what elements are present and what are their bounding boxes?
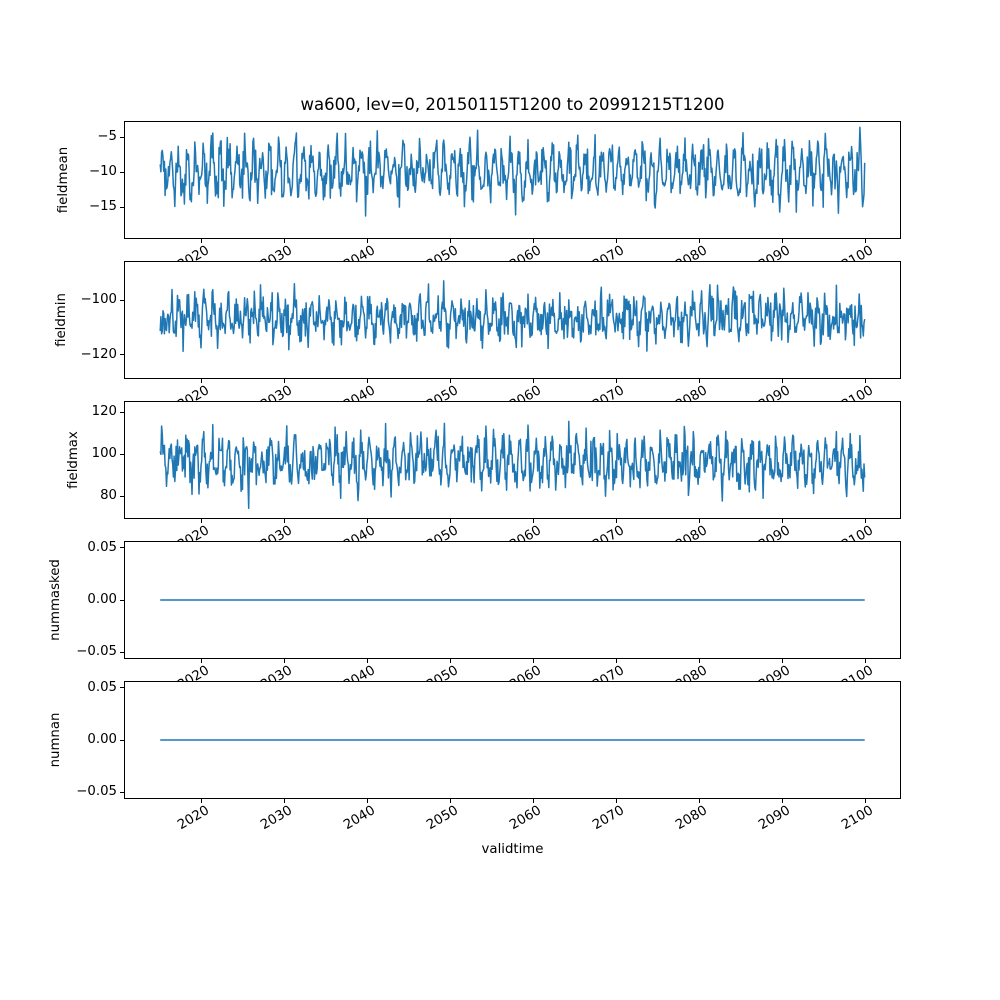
x-tick-label: 2040 — [341, 803, 379, 834]
x-tick-mark — [449, 659, 451, 663]
y-tick-mark — [120, 354, 124, 356]
x-tick-mark — [864, 239, 866, 243]
x-tick-mark — [615, 239, 617, 243]
x-tick-mark — [864, 799, 866, 803]
x-tick-mark — [781, 659, 783, 663]
y-tick-mark — [120, 299, 124, 301]
y-tick-label: 120 — [91, 404, 117, 420]
x-tick-label: 2020 — [175, 803, 213, 834]
x-tick-mark — [698, 659, 700, 663]
x-tick-mark — [200, 519, 202, 523]
x-tick-mark — [698, 519, 700, 523]
x-tick-mark — [532, 659, 534, 663]
y-tick-label: −10 — [88, 164, 117, 180]
plot-area — [160, 739, 865, 741]
y-tick-mark — [120, 739, 124, 741]
x-tick-label: 2070 — [590, 803, 628, 834]
y-tick-label: −0.05 — [76, 644, 117, 660]
y-tick-mark — [120, 651, 124, 653]
x-tick-mark — [366, 519, 368, 523]
y-tick-mark — [120, 495, 124, 497]
y-tick-label: 0.05 — [87, 539, 117, 555]
x-tick-mark — [449, 379, 451, 383]
x-tick-mark — [449, 239, 451, 243]
y-tick-label: 100 — [91, 446, 117, 462]
x-tick-mark — [532, 239, 534, 243]
plot-area — [159, 420, 866, 510]
x-tick-mark — [200, 799, 202, 803]
x-tick-mark — [698, 379, 700, 383]
y-tick-mark — [120, 791, 124, 793]
x-tick-label: 2060 — [507, 803, 545, 834]
y-tick-label: −120 — [80, 346, 117, 362]
x-tick-mark — [366, 379, 368, 383]
x-tick-mark — [283, 659, 285, 663]
axes-box — [124, 681, 901, 799]
y-tick-label: 80 — [100, 488, 117, 504]
x-tick-mark — [698, 799, 700, 803]
plot-title: wa600, lev=0, 20150115T1200 to 20991215T… — [300, 95, 725, 114]
x-tick-mark — [200, 659, 202, 663]
x-axis-label: validtime — [481, 842, 544, 857]
x-tick-mark — [615, 659, 617, 663]
axes-box — [124, 121, 901, 239]
x-tick-mark — [615, 519, 617, 523]
y-tick-label: −100 — [80, 292, 117, 308]
x-tick-mark — [615, 799, 617, 803]
x-tick-mark — [283, 239, 285, 243]
plot-area — [159, 126, 866, 217]
y-tick-label: −5 — [97, 129, 117, 145]
y-tick-mark — [120, 206, 124, 208]
y-tick-label: −15 — [88, 199, 117, 215]
x-tick-label: 2030 — [258, 803, 296, 834]
y-tick-mark — [120, 411, 124, 413]
y-tick-mark — [120, 547, 124, 549]
x-tick-mark — [864, 379, 866, 383]
x-tick-mark — [781, 799, 783, 803]
data-line-fieldmin — [159, 280, 866, 353]
y-tick-mark — [120, 687, 124, 689]
data-line-fieldmax — [159, 420, 866, 510]
x-tick-mark — [781, 519, 783, 523]
x-tick-mark — [532, 379, 534, 383]
x-tick-mark — [283, 519, 285, 523]
y-tick-label: −0.05 — [76, 784, 117, 800]
x-tick-mark — [200, 379, 202, 383]
y-tick-label: 0.00 — [87, 592, 117, 607]
x-tick-mark — [615, 379, 617, 383]
x-tick-mark — [366, 659, 368, 663]
x-tick-label: 2050 — [424, 803, 462, 834]
x-tick-label: 2100 — [839, 803, 877, 834]
x-tick-mark — [366, 239, 368, 243]
x-tick-mark — [698, 239, 700, 243]
y-tick-label: 0.00 — [87, 732, 117, 747]
plot-area — [159, 280, 866, 353]
x-tick-mark — [781, 379, 783, 383]
axes-box — [124, 541, 901, 659]
x-tick-label: 2090 — [756, 803, 794, 834]
x-tick-mark — [283, 379, 285, 383]
x-tick-mark — [532, 799, 534, 803]
x-tick-mark — [864, 519, 866, 523]
x-tick-mark — [532, 519, 534, 523]
x-tick-mark — [864, 659, 866, 663]
x-tick-mark — [283, 799, 285, 803]
plot-area — [160, 599, 865, 601]
x-tick-mark — [781, 239, 783, 243]
x-tick-mark — [200, 239, 202, 243]
y-tick-mark — [120, 599, 124, 601]
axes-box — [124, 401, 901, 519]
y-tick-mark — [120, 171, 124, 173]
x-tick-mark — [449, 519, 451, 523]
data-line-fieldmean — [159, 126, 866, 217]
x-tick-label: 2080 — [673, 803, 711, 834]
y-tick-mark — [120, 453, 124, 455]
x-tick-mark — [366, 799, 368, 803]
axes-box — [124, 261, 901, 379]
y-tick-mark — [120, 136, 124, 138]
y-tick-label: 0.05 — [87, 679, 117, 695]
x-tick-mark — [449, 799, 451, 803]
